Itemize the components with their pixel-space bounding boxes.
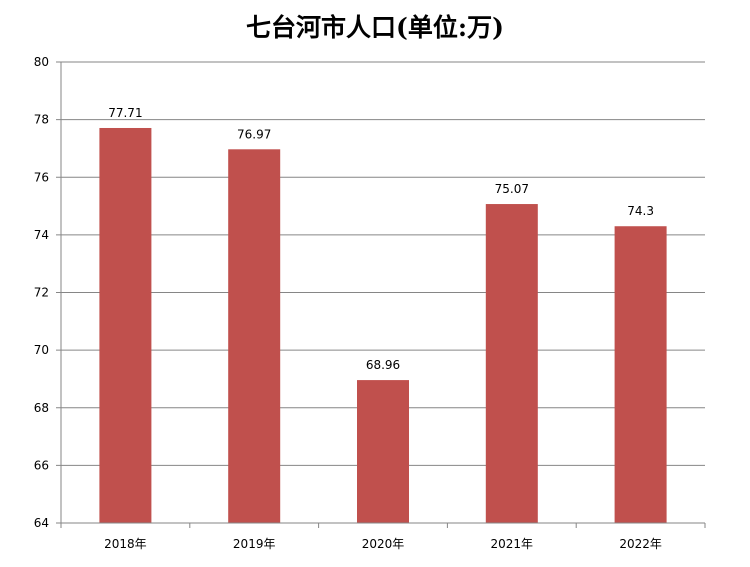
chart-title: 七台河市人口(单位:万): [246, 13, 504, 42]
y-tick-label: 78: [34, 113, 49, 127]
data-label: 76.97: [237, 127, 271, 141]
data-label: 77.71: [108, 106, 142, 120]
y-tick-label: 66: [34, 458, 49, 472]
y-tick-label: 64: [34, 516, 49, 530]
x-tick-label: 2022年: [619, 537, 662, 551]
x-tick-label: 2019年: [233, 537, 276, 551]
bar-2018年: [99, 127, 152, 523]
bars: [99, 127, 667, 523]
bar-2022年: [614, 226, 667, 523]
y-tick-label: 72: [34, 286, 49, 300]
x-tick-label: 2020年: [362, 537, 405, 551]
bar-2021年: [485, 204, 538, 523]
bar-2019年: [228, 149, 281, 523]
data-label: 75.07: [495, 182, 529, 196]
axes: 64 66 68 70 72 74 76 78 80 2018年 2019年 2020年 2021年 20…: [34, 55, 706, 551]
data-labels: 77.71 76.97 68.96 75.07 74.3: [108, 106, 654, 372]
x-tick-label: 2018年: [104, 537, 147, 551]
y-tick-label: 76: [34, 170, 49, 184]
x-tick-label: 2021年: [491, 537, 534, 551]
y-tick-label: 80: [34, 55, 49, 69]
data-label: 68.96: [366, 358, 400, 372]
y-tick-label: 68: [34, 401, 49, 415]
data-label: 74.3: [627, 204, 654, 218]
bar-2020年: [357, 380, 409, 523]
y-tick-label: 74: [34, 228, 49, 242]
y-tick-label: 70: [34, 343, 49, 357]
